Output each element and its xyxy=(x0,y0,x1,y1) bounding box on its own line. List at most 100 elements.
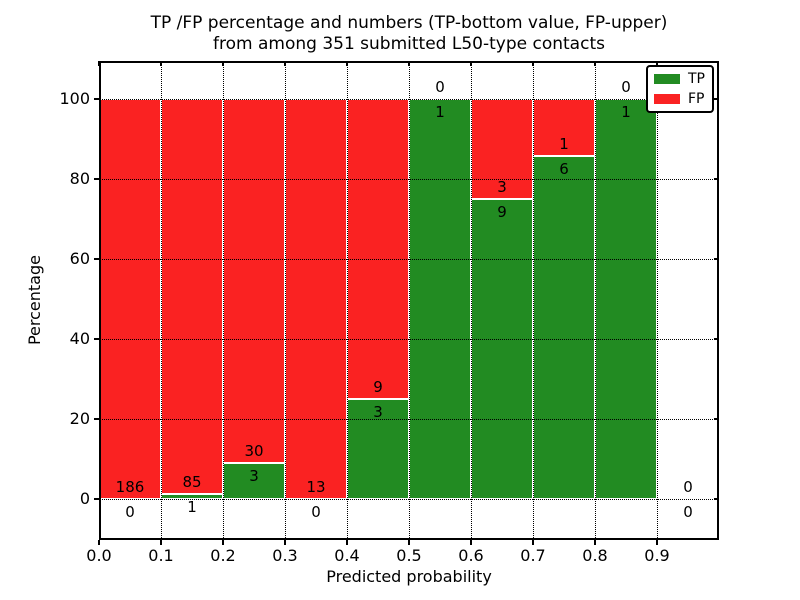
x-tick-label: 0.6 xyxy=(458,546,484,565)
y-tick-mark xyxy=(714,498,719,500)
x-tick-mark xyxy=(470,61,472,66)
y-tick-mark xyxy=(714,258,719,260)
horizontal-gridline xyxy=(99,259,719,260)
bar-tp-count-label: 0 xyxy=(311,503,321,521)
y-tick-mark xyxy=(714,418,719,420)
bar-fp-count-label: 85 xyxy=(182,473,202,492)
bar-fp-count-label: 1 xyxy=(559,135,569,154)
bar-segment-fp xyxy=(223,99,285,463)
x-tick-mark xyxy=(594,540,596,545)
bar-tp-count-label: 0 xyxy=(125,503,135,521)
legend-item-tp: TP xyxy=(654,69,706,89)
x-tick-label: 0.5 xyxy=(396,546,422,565)
y-tick-mark xyxy=(714,338,719,340)
x-tick-label: 0.2 xyxy=(210,546,236,565)
bar-segment-fp xyxy=(161,99,223,495)
bar-segment-tp xyxy=(471,199,533,499)
y-tick-mark xyxy=(94,98,99,100)
vertical-gridline xyxy=(409,61,410,540)
y-axis-label: Percentage xyxy=(25,255,44,346)
x-tick-mark xyxy=(470,540,472,545)
bar-segment-tp xyxy=(347,399,409,499)
bar-tp-count-label: 9 xyxy=(497,203,507,221)
horizontal-gridline xyxy=(99,99,719,100)
horizontal-gridline xyxy=(99,179,719,180)
y-tick-mark xyxy=(714,98,719,100)
vertical-gridline xyxy=(657,61,658,540)
bar-fp-count-label: 9 xyxy=(373,378,383,396)
x-tick-label: 0.4 xyxy=(334,546,360,565)
y-tick-label: 20 xyxy=(69,409,90,428)
vertical-gridline xyxy=(161,61,162,540)
x-tick-mark xyxy=(98,61,100,66)
fp-color-swatch-icon xyxy=(654,94,680,104)
bar-fp-count-label: 30 xyxy=(244,441,264,460)
tp-color-swatch-icon xyxy=(654,74,680,84)
y-tick-label: 0 xyxy=(79,489,90,508)
horizontal-gridline xyxy=(99,499,719,500)
vertical-gridline xyxy=(595,61,596,540)
x-tick-label: 0.3 xyxy=(272,546,298,565)
x-tick-mark xyxy=(222,61,224,66)
y-tick-label: 100 xyxy=(59,89,90,108)
vertical-gridline xyxy=(285,61,286,540)
vertical-gridline xyxy=(223,61,224,540)
x-tick-mark xyxy=(532,61,534,66)
x-tick-mark xyxy=(160,540,162,545)
x-tick-mark xyxy=(98,540,100,545)
x-tick-mark xyxy=(346,61,348,66)
y-tick-label: 80 xyxy=(69,169,90,188)
x-tick-mark xyxy=(656,61,658,66)
bar-segment-fp xyxy=(99,99,161,499)
bar-segment-tp xyxy=(409,99,471,499)
y-tick-mark xyxy=(94,418,99,420)
x-axis-label: Predicted probability xyxy=(326,567,492,586)
x-tick-mark xyxy=(284,61,286,66)
x-tick-label: 0.9 xyxy=(644,546,670,565)
bar-segment-fp xyxy=(347,99,409,399)
bar-fp-count-label: 13 xyxy=(306,478,326,496)
bar-fp-count-label: 0 xyxy=(435,78,445,96)
x-tick-label: 0.1 xyxy=(148,546,174,565)
plot-area: 186 0 85 1 30 3 13 0 9 3 0 1 3 9 1 6 0 1 0 0 xyxy=(94,61,719,545)
x-tick-mark xyxy=(656,540,658,545)
x-tick-mark xyxy=(408,540,410,545)
x-tick-mark xyxy=(408,61,410,66)
x-tick-mark xyxy=(160,61,162,66)
bar-segment-tp xyxy=(223,462,285,499)
vertical-gridline xyxy=(347,61,348,540)
chart-title-line2: from among 351 submitted L50-type contac… xyxy=(213,34,605,54)
bar-tp-count-label: 3 xyxy=(373,403,383,421)
bar-tp-count-label: 3 xyxy=(249,466,259,485)
bar-fp-count-label: 0 xyxy=(621,78,631,96)
bar-segment-fp xyxy=(285,99,347,499)
x-tick-mark xyxy=(284,540,286,545)
vertical-gridline xyxy=(471,61,472,540)
y-tick-mark xyxy=(94,178,99,180)
x-tick-label: 0.8 xyxy=(582,546,608,565)
legend-label-tp: TP xyxy=(688,71,705,87)
bar-fp-count-label: 3 xyxy=(497,178,507,196)
y-tick-label: 60 xyxy=(69,249,90,268)
y-tick-mark xyxy=(714,178,719,180)
legend-item-fp: FP xyxy=(654,89,706,109)
x-tick-label: 0.7 xyxy=(520,546,546,565)
x-tick-label: 0.0 xyxy=(86,546,112,565)
bar-segment-tp xyxy=(595,99,657,499)
bar-tp-count-label: 1 xyxy=(435,103,445,121)
bar-tp-count-label: 6 xyxy=(559,160,569,179)
x-tick-mark xyxy=(346,540,348,545)
y-tick-label: 40 xyxy=(69,329,90,348)
horizontal-gridline xyxy=(99,339,719,340)
vertical-gridline xyxy=(533,61,534,540)
bar-fp-count-label: 0 xyxy=(683,478,693,496)
bar-tp-count-label: 0 xyxy=(683,503,693,521)
bar-tp-count-label: 1 xyxy=(187,498,197,517)
x-tick-mark xyxy=(532,540,534,545)
legend-label-fp: FP xyxy=(688,91,705,107)
bar-segment-fp xyxy=(533,99,595,157)
bar-tp-count-label: 1 xyxy=(621,103,631,121)
chart-title-line1: TP /FP percentage and numbers (TP-bottom… xyxy=(150,13,668,33)
bar-fp-count-label: 186 xyxy=(115,478,145,496)
